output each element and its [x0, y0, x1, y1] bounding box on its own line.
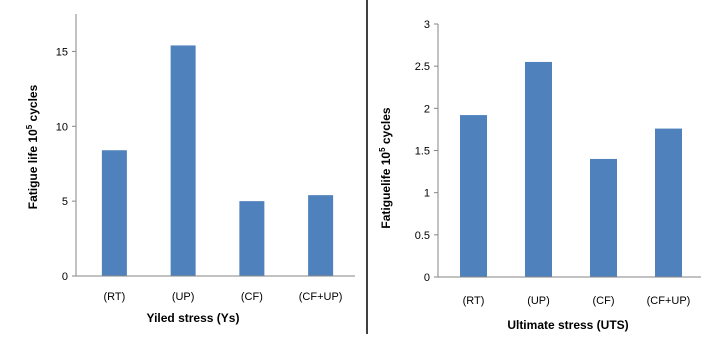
x-tick-label: (UP) — [172, 291, 195, 303]
bar-cf-plus-up — [308, 195, 334, 276]
x-tick-label: (RT) — [103, 291, 125, 303]
bar-cf-plus-up — [655, 128, 682, 277]
y-axis-title-main: Fatiguelife 10 — [379, 152, 393, 229]
bar-up — [525, 61, 552, 278]
x-axis-title: Ultimate stress (UTS) — [507, 318, 628, 332]
bars — [101, 45, 334, 276]
y-tick-label: 0 — [62, 271, 68, 283]
y-axis-title-superscript: 5 — [25, 124, 34, 129]
y-tick-label: 2.5 — [415, 61, 430, 73]
y-axis-title-unit: cycles — [26, 84, 40, 124]
x-tick-label: (CF+UP) — [299, 291, 343, 303]
y-axis-title: Fatiguelife 105 cycles — [378, 107, 393, 229]
y-tick-labels: 0 5 10 15 — [56, 46, 76, 283]
bars — [460, 61, 682, 278]
y-axis-title-superscript: 5 — [378, 147, 387, 152]
y-tick-label: 0.5 — [415, 230, 430, 242]
x-tick-labels: (RT) (UP) (CF) (CF+UP) — [103, 291, 342, 303]
bar-rt — [460, 115, 487, 277]
bar-cf — [590, 158, 617, 277]
y-axis-title-main: Fatigue life 10 — [26, 129, 40, 209]
y-tick-label: 2 — [424, 103, 430, 115]
y-tick-label: 1 — [424, 188, 430, 200]
y-tick-label: 10 — [56, 121, 68, 133]
y-tick-label: 15 — [56, 46, 68, 58]
y-axis-title-unit: cycles — [379, 107, 393, 147]
x-tick-label: (UP) — [527, 295, 550, 307]
x-axis-title: Yiled stress (Ys) — [147, 311, 240, 325]
bar-up — [170, 45, 196, 276]
x-tick-label: (CF) — [593, 295, 615, 307]
yield-stress-chart: 0 5 10 15 (RT) (UP) (CF) (CF+UP) Fatigue life … — [25, 14, 355, 325]
x-tick-labels: (RT) (UP) (CF) (CF+UP) — [463, 295, 691, 307]
x-tick-label: (CF+UP) — [647, 295, 691, 307]
y-tick-label: 3 — [424, 19, 430, 31]
x-tick-label: (CF) — [241, 291, 263, 303]
bar-cf — [239, 201, 265, 276]
bar-rt — [101, 150, 127, 276]
y-tick-label: 0 — [424, 272, 430, 284]
ultimate-stress-chart: 0 0.5 1 1.5 2 2.5 3 (RT) (UP) (CF) (CF+UP) Fatigu… — [378, 19, 701, 332]
y-tick-labels: 0 0.5 1 1.5 2 2.5 3 — [415, 19, 438, 284]
y-axis-title: Fatigue life 105 cycles — [25, 84, 40, 209]
y-tick-label: 1.5 — [415, 146, 430, 158]
x-tick-label: (RT) — [463, 295, 485, 307]
y-tick-label: 5 — [62, 196, 68, 208]
